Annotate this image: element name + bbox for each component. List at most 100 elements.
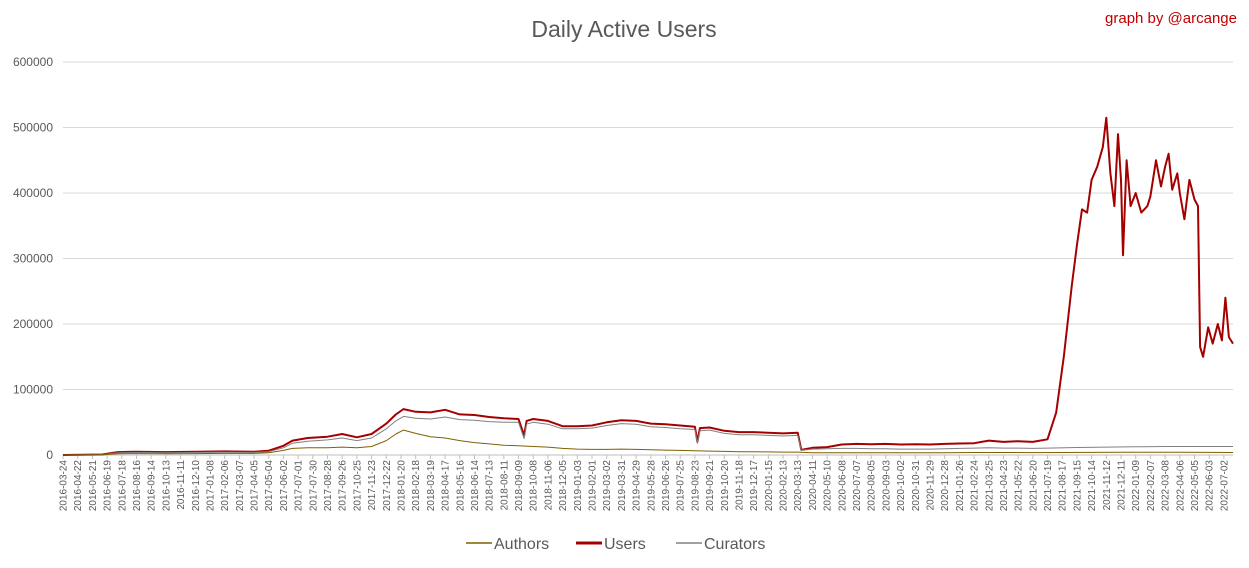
x-tick-label: 2018-04-17 bbox=[441, 460, 452, 512]
x-tick-label: 2022-02-07 bbox=[1146, 460, 1157, 512]
y-tick-label: 500000 bbox=[13, 121, 53, 135]
x-tick-label: 2021-11-12 bbox=[1102, 460, 1113, 511]
x-tick-label: 2016-10-13 bbox=[161, 460, 172, 512]
x-tick-label: 2020-01-15 bbox=[764, 460, 775, 512]
x-tick-label: 2020-05-10 bbox=[823, 460, 834, 512]
x-tick-label: 2017-07-30 bbox=[308, 460, 319, 512]
chart-credit: graph by @arcange bbox=[1105, 10, 1237, 27]
x-tick-label: 2021-02-24 bbox=[970, 460, 981, 512]
x-tick-label: 2020-07-07 bbox=[852, 460, 863, 512]
x-tick-label: 2018-12-05 bbox=[558, 460, 569, 512]
x-tick-label: 2019-03-02 bbox=[602, 460, 613, 512]
x-tick-label: 2017-09-26 bbox=[338, 460, 349, 512]
x-tick-label: 2020-03-13 bbox=[793, 460, 804, 512]
chart-title: Daily Active Users bbox=[531, 16, 716, 42]
x-tick-label: 2016-12-10 bbox=[191, 460, 202, 512]
x-tick-label: 2016-11-11 bbox=[176, 460, 187, 510]
x-tick-label: 2019-10-20 bbox=[720, 460, 731, 512]
x-tick-label: 2021-01-26 bbox=[955, 460, 966, 512]
x-tick-label: 2016-09-14 bbox=[147, 460, 158, 512]
legend-item-authors: Authors bbox=[466, 536, 549, 553]
x-tick-label: 2019-06-26 bbox=[661, 460, 672, 512]
x-tick-label: 2020-08-05 bbox=[867, 460, 878, 512]
legend-label: Curators bbox=[704, 536, 765, 553]
legend-label: Users bbox=[604, 536, 646, 553]
x-tick-label: 2019-05-28 bbox=[646, 460, 657, 512]
x-tick-label: 2017-11-23 bbox=[367, 460, 378, 511]
x-tick-label: 2018-03-19 bbox=[426, 460, 437, 512]
x-tick-label: 2022-06-03 bbox=[1205, 460, 1216, 512]
x-tick-label: 2021-04-23 bbox=[999, 460, 1010, 512]
legend-item-curators: Curators bbox=[676, 536, 765, 553]
x-tick-label: 2019-03-31 bbox=[617, 460, 628, 512]
x-tick-label: 2018-01-20 bbox=[396, 460, 407, 512]
x-tick-label: 2017-10-25 bbox=[352, 460, 363, 512]
grid-lines bbox=[63, 61, 1233, 456]
x-tick-label: 2018-02-18 bbox=[411, 460, 422, 512]
x-tick-label: 2017-03-07 bbox=[235, 460, 246, 512]
legend: Authors Users Curators bbox=[466, 536, 765, 553]
x-tick-label: 2017-12-22 bbox=[382, 460, 393, 512]
x-tick-label: 2019-08-23 bbox=[690, 460, 701, 512]
x-tick-label: 2022-05-05 bbox=[1190, 460, 1201, 512]
y-tick-label: 100000 bbox=[13, 383, 53, 397]
x-tick-label: 2020-10-02 bbox=[896, 460, 907, 512]
x-tick-label: 2019-12-17 bbox=[749, 460, 760, 512]
x-tick-label: 2018-05-16 bbox=[455, 460, 466, 512]
x-tick-label: 2020-10-31 bbox=[911, 460, 922, 512]
x-tick-label: 2019-07-25 bbox=[676, 460, 687, 512]
x-tick-label: 2021-12-11 bbox=[1117, 460, 1128, 511]
x-tick-label: 2020-11-29 bbox=[925, 460, 936, 511]
x-tick-label: 2021-10-14 bbox=[1087, 460, 1098, 512]
series-lines bbox=[62, 116, 1234, 456]
x-tick-label: 2019-04-29 bbox=[632, 460, 643, 512]
x-tick-label: 2020-09-03 bbox=[881, 460, 892, 512]
x-tick-label: 2022-01-09 bbox=[1131, 460, 1142, 512]
x-tick-label: 2018-11-06 bbox=[543, 460, 554, 511]
x-tick-label: 2022-07-02 bbox=[1219, 460, 1230, 512]
series-line-authors bbox=[62, 429, 1234, 456]
y-tick-label: 300000 bbox=[13, 252, 53, 266]
series-line-curators bbox=[62, 415, 1233, 456]
x-tick-label: 2019-11-18 bbox=[734, 460, 745, 511]
x-tick-label: 2018-08-11 bbox=[499, 460, 510, 511]
x-tick-label: 2020-12-28 bbox=[940, 460, 951, 512]
x-tick-label: 2019-02-01 bbox=[588, 460, 599, 512]
x-tick-label: 2018-10-08 bbox=[529, 460, 540, 512]
x-tick-label: 2021-07-19 bbox=[1043, 460, 1054, 512]
x-tick-label: 2018-07-13 bbox=[485, 460, 496, 512]
y-tick-label: 400000 bbox=[13, 186, 53, 200]
x-tick-label: 2020-06-08 bbox=[837, 460, 848, 512]
x-tick-label: 2021-03-25 bbox=[984, 460, 995, 512]
x-tick-label: 2016-08-16 bbox=[132, 460, 143, 512]
x-tick-label: 2017-07-01 bbox=[294, 460, 305, 512]
series-line-users bbox=[62, 116, 1234, 456]
x-tick-label: 2022-03-08 bbox=[1161, 460, 1172, 512]
x-tick-label: 2016-07-18 bbox=[117, 460, 128, 512]
x-tick-label: 2022-04-06 bbox=[1175, 460, 1186, 512]
y-tick-label: 600000 bbox=[13, 55, 53, 69]
x-tick-label: 2020-04-11 bbox=[808, 460, 819, 511]
x-tick-label: 2018-09-09 bbox=[514, 460, 525, 512]
legend-label: Authors bbox=[494, 536, 549, 553]
x-tick-label: 2017-08-28 bbox=[323, 460, 334, 512]
x-tick-label: 2017-06-02 bbox=[279, 460, 290, 512]
x-axis-ticks: 2016-03-24 2016-04-22 2016-05-21 2016-06-19… bbox=[59, 455, 1230, 512]
x-tick-label: 2020-02-13 bbox=[779, 460, 790, 512]
y-tick-label: 0 bbox=[46, 448, 53, 462]
x-tick-label: 2019-01-03 bbox=[573, 460, 584, 512]
x-tick-label: 2017-04-05 bbox=[250, 460, 261, 512]
x-tick-label: 2021-09-15 bbox=[1072, 460, 1083, 512]
x-tick-label: 2016-04-22 bbox=[73, 460, 84, 512]
y-axis-ticks: 0 100000 200000 300000 400000 500000 600000 bbox=[13, 55, 53, 462]
legend-item-users: Users bbox=[576, 536, 646, 553]
x-tick-label: 2017-05-04 bbox=[264, 460, 275, 512]
x-tick-label: 2017-02-06 bbox=[220, 460, 231, 512]
x-tick-label: 2021-06-20 bbox=[1028, 460, 1039, 512]
y-tick-label: 200000 bbox=[13, 317, 53, 331]
x-tick-label: 2016-06-19 bbox=[103, 460, 114, 512]
x-tick-label: 2016-05-21 bbox=[88, 460, 99, 512]
x-tick-label: 2021-08-17 bbox=[1058, 460, 1069, 512]
x-tick-label: 2021-05-22 bbox=[1014, 460, 1025, 512]
